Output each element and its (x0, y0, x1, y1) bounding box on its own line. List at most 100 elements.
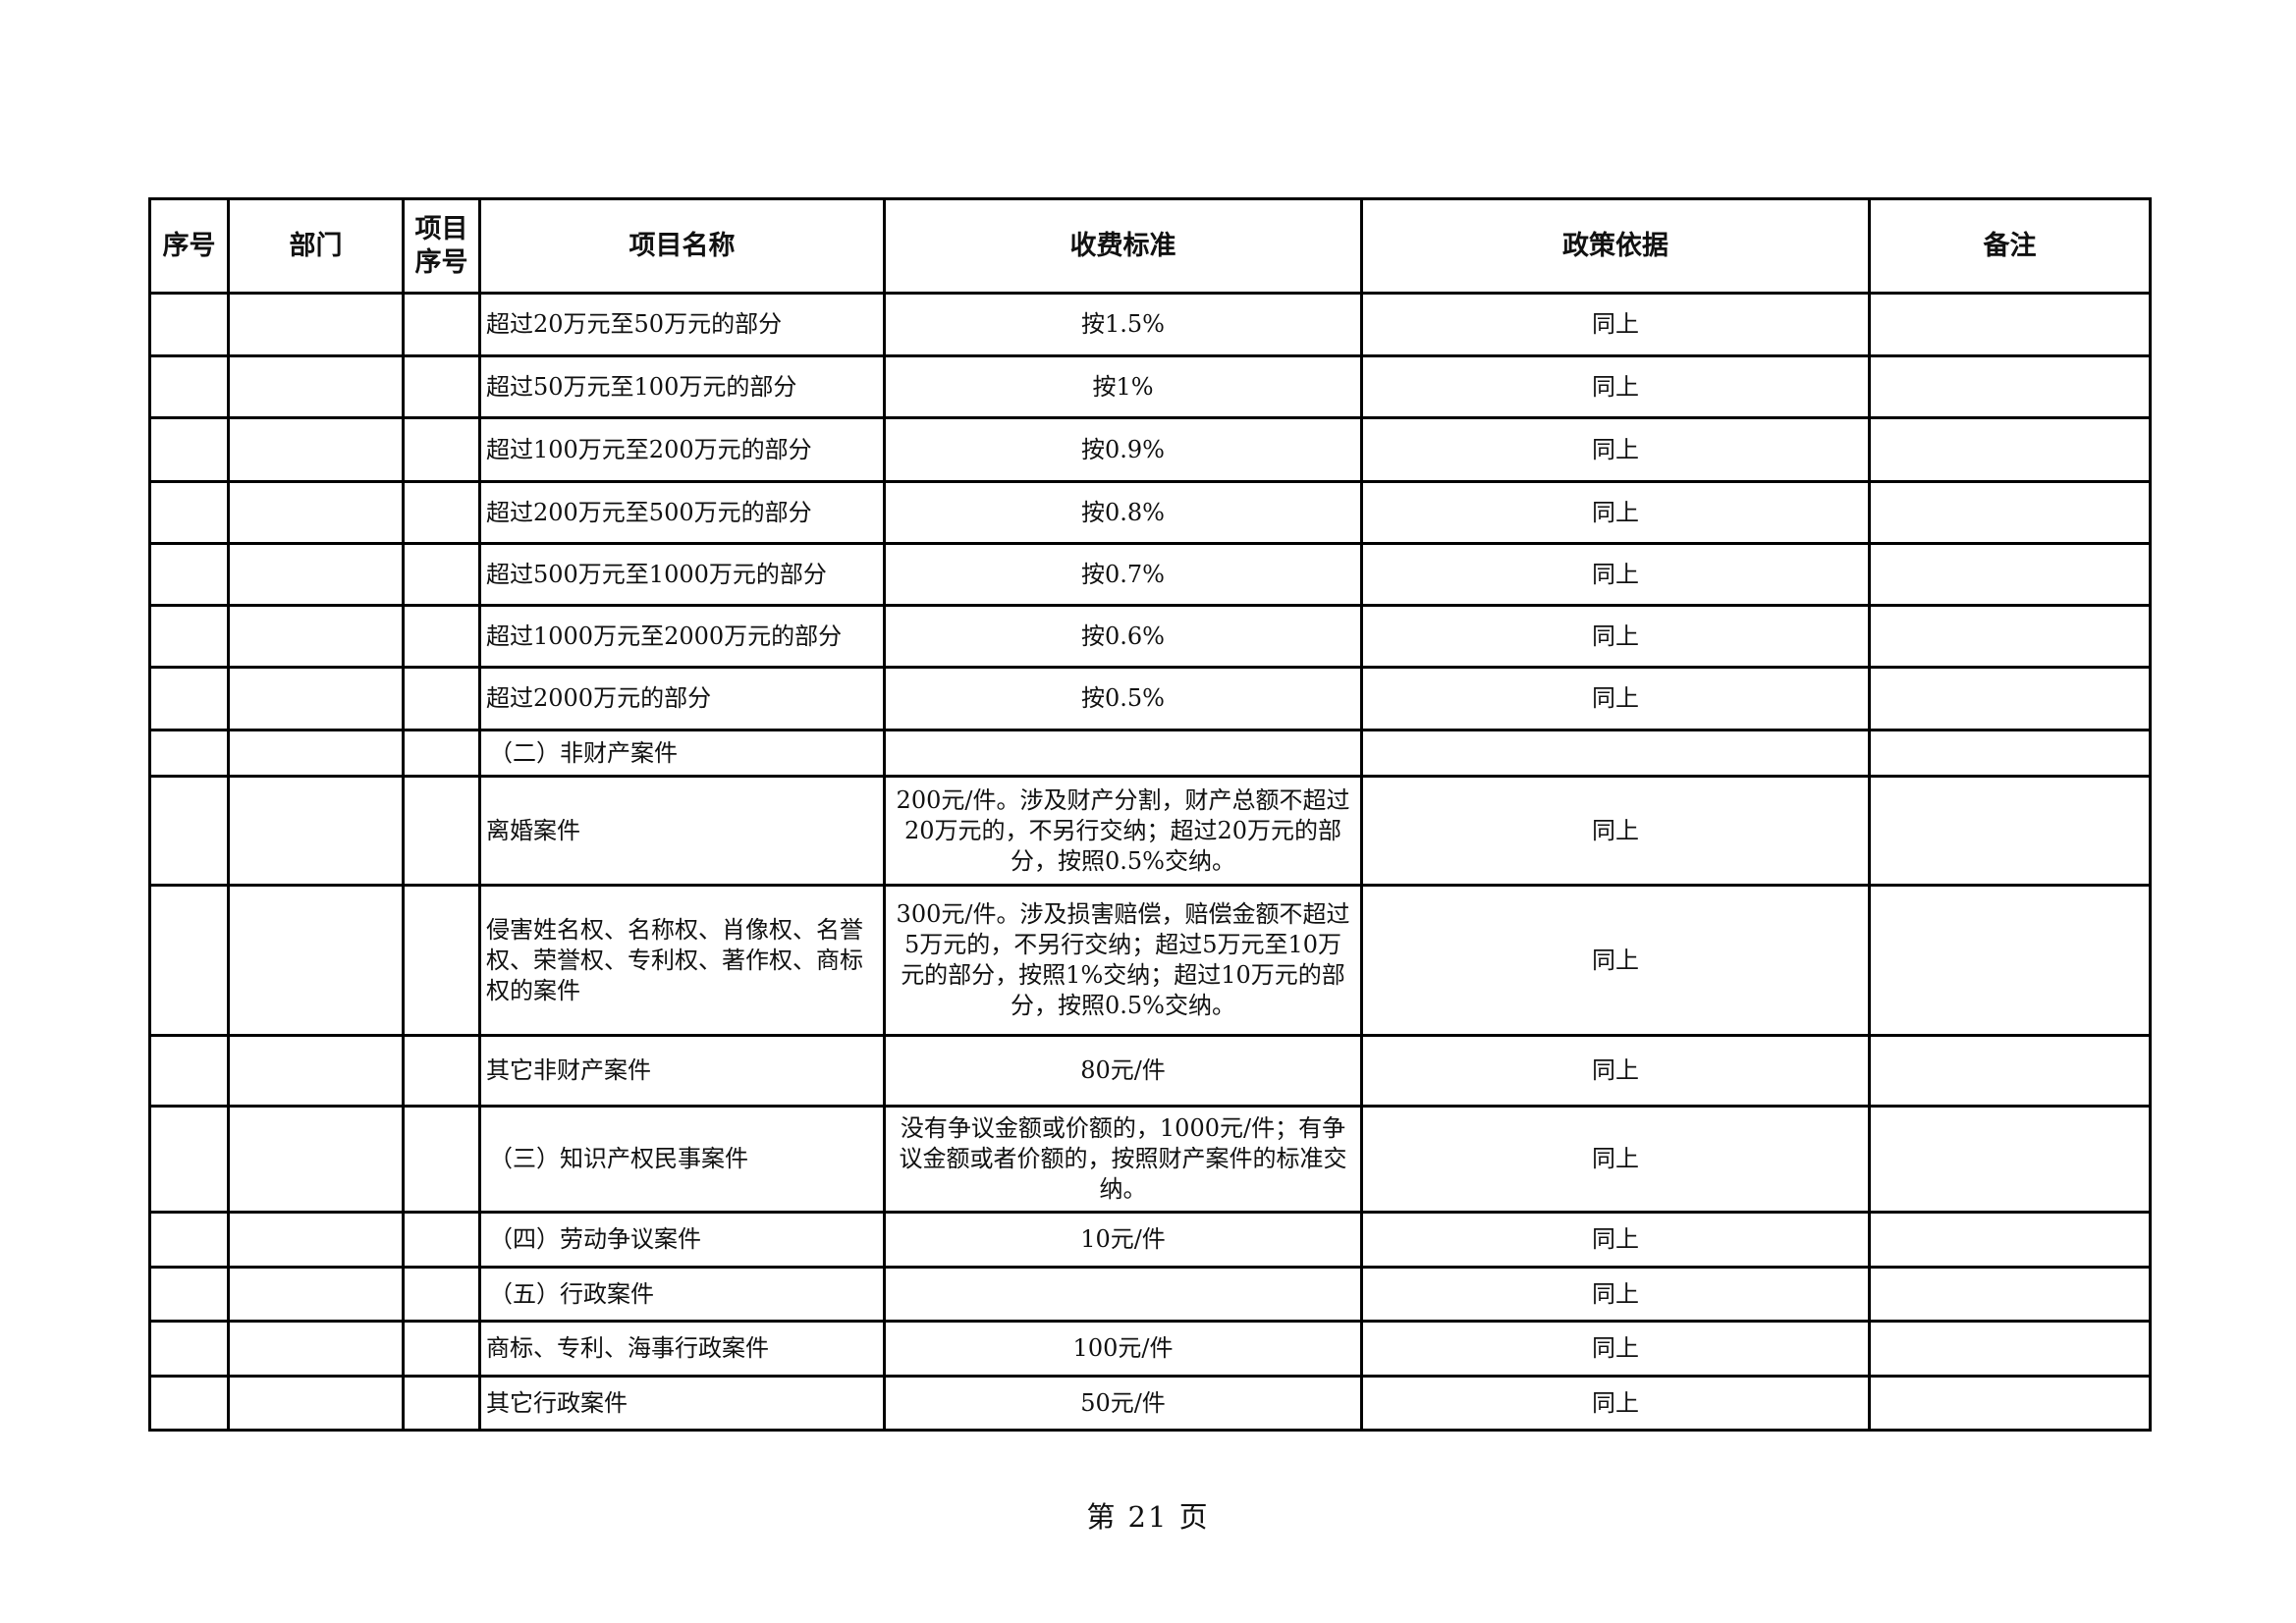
header-seq: 序号 (148, 197, 230, 295)
header-remarks: 备注 (1868, 197, 2152, 295)
table-row: （二）非财产案件 (148, 729, 2152, 778)
remarks-cell (1868, 884, 2152, 1037)
seq-cell (148, 1266, 230, 1323)
item-name-cell: 超过100万元至200万元的部分 (478, 416, 886, 483)
header-item-name: 项目名称 (478, 197, 886, 295)
item-name-cell: 超过2000万元的部分 (478, 666, 886, 731)
item-name-cell: （四）劳动争议案件 (478, 1211, 886, 1269)
fee-standard-cell: 50元/件 (883, 1375, 1363, 1432)
remarks-cell (1868, 1105, 2152, 1214)
table-row: 超过200万元至500万元的部分 按0.8% 同上 (148, 480, 2152, 545)
remarks-cell (1868, 1320, 2152, 1378)
policy-basis-cell: 同上 (1360, 416, 1871, 483)
seq-cell (148, 1034, 230, 1108)
table-row: 离婚案件 200元/件。涉及财产分割，财产总额不超过20万元的，不另行交纳；超过2… (148, 775, 2152, 887)
header-item-seq: 项目 序号 (402, 197, 481, 295)
seq-cell (148, 604, 230, 669)
remarks-cell (1868, 604, 2152, 669)
dept-cell (227, 292, 405, 357)
page-number: 第 21 页 (1086, 1500, 1210, 1534)
remarks-cell (1868, 1375, 2152, 1432)
dept-cell (227, 1211, 405, 1269)
seq-cell (148, 480, 230, 545)
policy-basis-cell: 同上 (1360, 775, 1871, 887)
item-seq-cell (402, 604, 481, 669)
dept-cell (227, 1034, 405, 1108)
policy-basis-cell: 同上 (1360, 354, 1871, 419)
item-seq-cell (402, 1375, 481, 1432)
item-name-cell: （三）知识产权民事案件 (478, 1105, 886, 1214)
policy-basis-cell: 同上 (1360, 480, 1871, 545)
item-seq-cell (402, 542, 481, 607)
policy-basis-cell: 同上 (1360, 542, 1871, 607)
dept-cell (227, 604, 405, 669)
item-name-cell: 超过500万元至1000万元的部分 (478, 542, 886, 607)
item-seq-cell (402, 1105, 481, 1214)
fee-standard-cell: 按0.9% (883, 416, 1363, 483)
item-name-cell: 离婚案件 (478, 775, 886, 887)
table-row: 其它行政案件 50元/件 同上 (148, 1375, 2152, 1432)
policy-basis-cell: 同上 (1360, 1034, 1871, 1108)
dept-cell (227, 884, 405, 1037)
table-body: 超过20万元至50万元的部分 按1.5% 同上 超过50万元至100万元的部分 按1% 同… (148, 292, 2152, 1432)
dept-cell (227, 542, 405, 607)
fee-standard-cell: 按0.7% (883, 542, 1363, 607)
table-row: 超过20万元至50万元的部分 按1.5% 同上 (148, 292, 2152, 357)
item-name-cell: （五）行政案件 (478, 1266, 886, 1323)
seq-cell (148, 666, 230, 731)
fee-standard-cell: 80元/件 (883, 1034, 1363, 1108)
policy-basis-cell: 同上 (1360, 1211, 1871, 1269)
seq-cell (148, 292, 230, 357)
dept-cell (227, 480, 405, 545)
table-row: 侵害姓名权、名称权、肖像权、名誉权、荣誉权、专利权、著作权、商标权的案件 300元… (148, 884, 2152, 1037)
item-name-cell: 超过1000万元至2000万元的部分 (478, 604, 886, 669)
item-seq-cell (402, 666, 481, 731)
remarks-cell (1868, 1211, 2152, 1269)
header-dept: 部门 (227, 197, 405, 295)
policy-basis-cell: 同上 (1360, 1105, 1871, 1214)
table-row: 超过1000万元至2000万元的部分 按0.6% 同上 (148, 604, 2152, 669)
item-seq-cell (402, 292, 481, 357)
dept-cell (227, 354, 405, 419)
remarks-cell (1868, 292, 2152, 357)
table-row: （五）行政案件 同上 (148, 1266, 2152, 1323)
item-seq-cell (402, 1320, 481, 1378)
policy-basis-cell: 同上 (1360, 1320, 1871, 1378)
dept-cell (227, 1375, 405, 1432)
dept-cell (227, 666, 405, 731)
dept-cell (227, 1105, 405, 1214)
dept-cell (227, 729, 405, 778)
remarks-cell (1868, 1034, 2152, 1108)
item-name-cell: 侵害姓名权、名称权、肖像权、名誉权、荣誉权、专利权、著作权、商标权的案件 (478, 884, 886, 1037)
policy-basis-cell: 同上 (1360, 1266, 1871, 1323)
fee-standard-cell: 按0.6% (883, 604, 1363, 669)
fee-standard-cell: 按1.5% (883, 292, 1363, 357)
item-seq-cell (402, 1266, 481, 1323)
item-seq-cell (402, 775, 481, 887)
dept-cell (227, 1266, 405, 1323)
item-seq-cell (402, 729, 481, 778)
item-name-cell: 超过20万元至50万元的部分 (478, 292, 886, 357)
item-seq-cell (402, 1034, 481, 1108)
seq-cell (148, 729, 230, 778)
table-row: 超过50万元至100万元的部分 按1% 同上 (148, 354, 2152, 419)
policy-basis-cell (1360, 729, 1871, 778)
fee-table: 序号 部门 项目 序号 项目名称 收费标准 政策依据 备注 超过20万元至50万元… (148, 197, 2152, 1432)
table-row: （四）劳动争议案件 10元/件 同上 (148, 1211, 2152, 1269)
table-row: （三）知识产权民事案件 没有争议金额或价额的，1000元/件；有争议金额或者价额的… (148, 1105, 2152, 1214)
remarks-cell (1868, 729, 2152, 778)
fee-standard-cell: 按1% (883, 354, 1363, 419)
remarks-cell (1868, 1266, 2152, 1323)
fee-standard-cell (883, 729, 1363, 778)
fee-standard-cell (883, 1266, 1363, 1323)
item-seq-cell (402, 1211, 481, 1269)
policy-basis-cell: 同上 (1360, 292, 1871, 357)
table-row: 超过500万元至1000万元的部分 按0.7% 同上 (148, 542, 2152, 607)
dept-cell (227, 1320, 405, 1378)
item-name-cell: 超过50万元至100万元的部分 (478, 354, 886, 419)
policy-basis-cell: 同上 (1360, 604, 1871, 669)
item-name-cell: 其它非财产案件 (478, 1034, 886, 1108)
item-seq-cell (402, 416, 481, 483)
dept-cell (227, 416, 405, 483)
fee-standard-cell: 按0.5% (883, 666, 1363, 731)
